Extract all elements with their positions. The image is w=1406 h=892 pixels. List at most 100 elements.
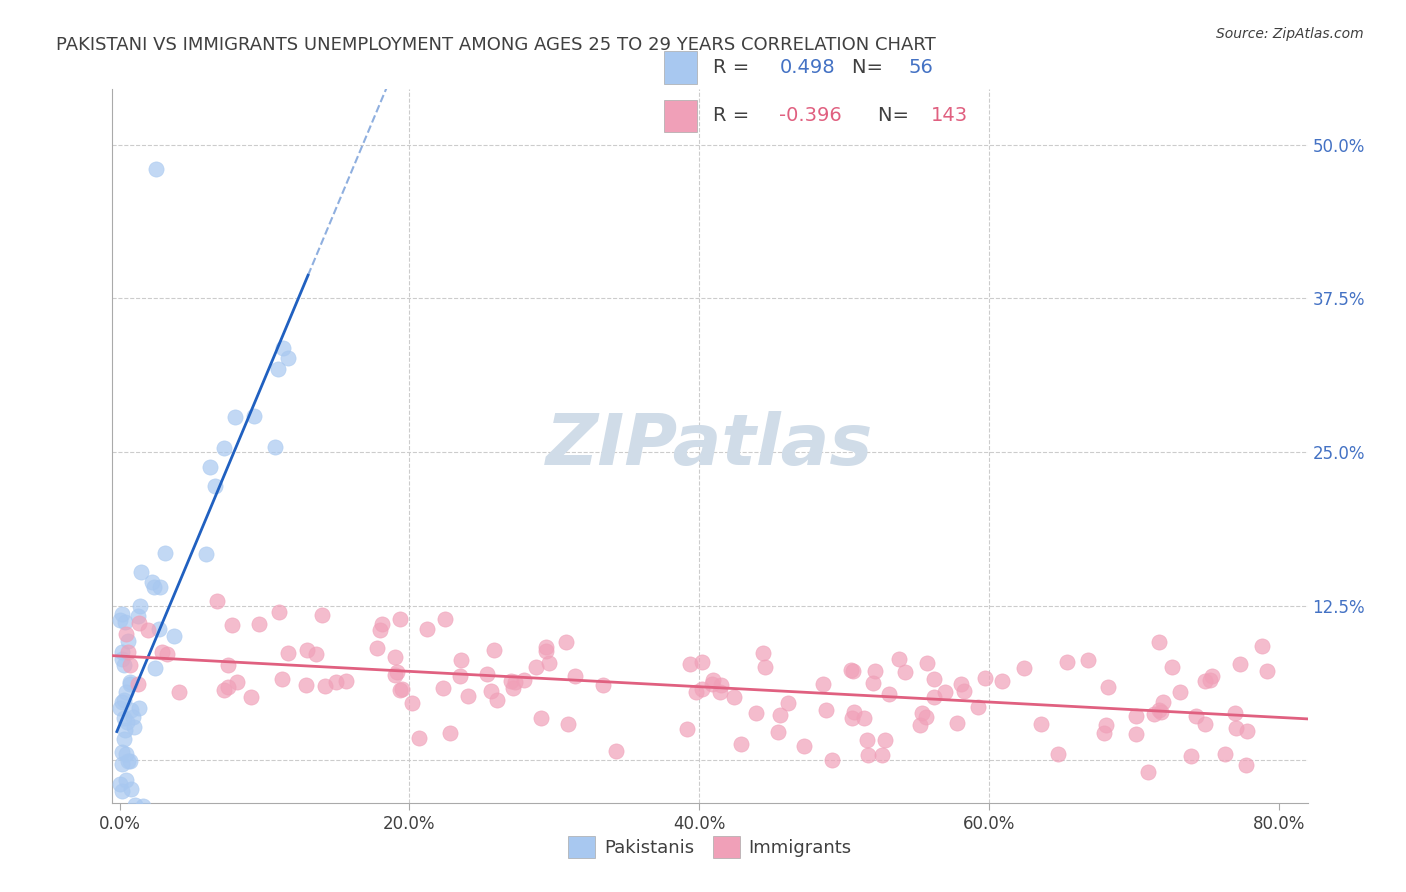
Point <box>111 652 134 666</box>
Point <box>457 689 479 703</box>
Point <box>924 690 946 705</box>
Point <box>416 622 439 636</box>
Point <box>388 682 411 697</box>
Point <box>112 693 135 707</box>
Point <box>214 683 236 698</box>
Text: PAKISTANI VS IMMIGRANTS UNEMPLOYMENT AMONG AGES 25 TO 29 YEARS CORRELATION CHART: PAKISTANI VS IMMIGRANTS UNEMPLOYMENT AMO… <box>56 36 936 54</box>
Point <box>1229 657 1251 671</box>
Point <box>120 754 142 768</box>
Point <box>1136 765 1159 780</box>
Text: -0.396: -0.396 <box>779 105 842 125</box>
Point <box>226 675 249 690</box>
Point <box>389 612 412 626</box>
Point <box>148 622 170 636</box>
Point <box>111 784 134 798</box>
Point <box>115 684 138 698</box>
Text: N=: N= <box>852 58 889 78</box>
Point <box>1256 665 1278 679</box>
Point <box>1161 660 1184 674</box>
Point <box>862 675 884 690</box>
Point <box>136 623 159 637</box>
Point <box>267 362 290 376</box>
Point <box>555 635 578 649</box>
Point <box>676 723 699 737</box>
Point <box>1056 655 1078 669</box>
Point <box>842 664 865 678</box>
Point <box>564 669 586 683</box>
Point <box>768 725 790 739</box>
Point <box>264 440 287 454</box>
Text: N=: N= <box>879 105 915 125</box>
Point <box>1180 748 1202 763</box>
Point <box>217 658 239 673</box>
Point <box>839 663 862 677</box>
Point <box>1198 673 1220 687</box>
Point <box>143 661 166 675</box>
Point <box>502 681 524 695</box>
Point <box>1236 724 1258 739</box>
Point <box>120 781 142 796</box>
Point <box>384 668 406 682</box>
Point <box>481 683 503 698</box>
Point <box>950 677 973 691</box>
Point <box>311 607 333 622</box>
Point <box>910 717 932 731</box>
Point <box>450 653 472 667</box>
Point <box>111 745 134 759</box>
Point <box>120 658 142 673</box>
Point <box>387 665 409 679</box>
Point <box>592 678 614 692</box>
Point <box>163 629 186 643</box>
Point <box>1225 721 1247 735</box>
Point <box>513 673 536 687</box>
Point <box>1152 695 1174 709</box>
Point <box>702 673 724 687</box>
Point <box>132 798 155 813</box>
Text: R =: R = <box>713 58 756 78</box>
Point <box>269 605 291 619</box>
FancyBboxPatch shape <box>664 52 697 84</box>
Point <box>946 715 969 730</box>
Point <box>111 645 134 659</box>
Point <box>240 690 263 704</box>
Point <box>700 676 723 690</box>
Point <box>1095 718 1118 732</box>
Point <box>120 675 142 690</box>
Point <box>207 594 229 608</box>
Point <box>485 693 508 707</box>
Point <box>391 682 413 697</box>
Point <box>114 723 136 737</box>
Point <box>1194 717 1216 731</box>
Point <box>752 647 775 661</box>
Text: 143: 143 <box>931 105 969 125</box>
Point <box>852 711 875 725</box>
Point <box>744 706 766 720</box>
Point <box>537 656 560 670</box>
Point <box>973 672 995 686</box>
Point <box>314 679 336 693</box>
Point <box>117 755 139 769</box>
Point <box>856 733 879 747</box>
Point <box>841 711 863 725</box>
Point <box>865 664 887 678</box>
Point <box>690 681 713 696</box>
Point <box>152 646 174 660</box>
Point <box>922 672 945 686</box>
Point <box>122 710 145 724</box>
Point <box>1184 709 1206 723</box>
Point <box>439 726 461 740</box>
Point <box>277 351 299 365</box>
Point <box>967 699 990 714</box>
Point <box>449 669 471 683</box>
Point <box>117 634 139 648</box>
Point <box>1168 684 1191 698</box>
Point <box>754 660 776 674</box>
Point <box>1201 669 1223 683</box>
Point <box>534 640 557 655</box>
Point <box>277 646 299 660</box>
Point <box>1097 680 1119 694</box>
Point <box>325 675 347 690</box>
Point <box>112 711 135 725</box>
Point <box>111 695 134 709</box>
Point <box>534 644 557 658</box>
